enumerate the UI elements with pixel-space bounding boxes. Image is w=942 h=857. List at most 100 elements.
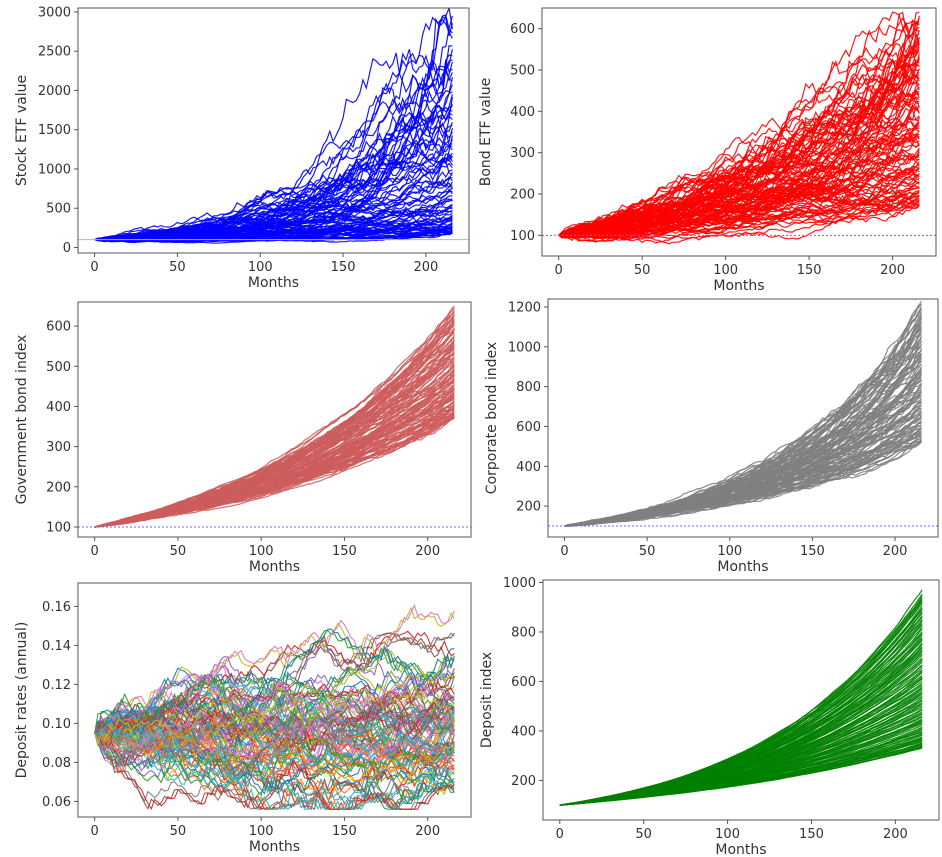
stock-etf-xlabel: Months — [248, 275, 299, 291]
stock-etf-xtick-label: 150 — [331, 260, 356, 275]
bond-etf-ylabel: Bond ETF value — [478, 78, 494, 187]
deposit-rates-path — [94, 696, 455, 777]
government-bond-ylabel: Government bond index — [14, 335, 30, 505]
stock-etf-xtick-label: 100 — [248, 260, 273, 275]
government-bond-path — [94, 305, 455, 528]
corporate-bond-xtick-label: 100 — [717, 544, 742, 559]
stock-etf-ytick-label: 1500 — [38, 123, 71, 138]
deposit-rates-path — [94, 665, 455, 736]
government-bond-ytick-label: 400 — [46, 400, 71, 415]
bond-etf-path — [558, 30, 920, 236]
bond-etf-path — [558, 15, 920, 236]
stock-etf-xtick-label: 200 — [414, 260, 439, 275]
deposit-index-subplot: 0 50 100 150 200 200 400 600 800 1000 Months Deposi… — [479, 576, 940, 857]
bond-etf-ytick-label: 100 — [510, 229, 535, 244]
corporate-bond-xtick-label: 150 — [800, 544, 825, 559]
government-bond-subplot: 0 50 100 150 200 100 200 300 400 500 600 Months Gove… — [14, 301, 472, 575]
bond-etf-path — [558, 33, 920, 237]
deposit-index-xtick-label: 100 — [715, 827, 740, 842]
deposit-rates-path — [94, 683, 455, 734]
government-bond-xlabel: Months — [249, 559, 300, 575]
deposit-rates-path — [94, 677, 455, 734]
deposit-rates-path — [94, 705, 455, 791]
deposit-rates-ytick-label: 0.14 — [42, 639, 71, 654]
bond-etf-path — [558, 59, 920, 238]
government-bond-path — [94, 309, 455, 528]
bond-etf-xtick-label: 50 — [634, 263, 651, 278]
deposit-rates-series-group — [94, 604, 455, 811]
stock-etf-ytick-label: 2500 — [38, 45, 71, 60]
deposit-index-ytick-label: 400 — [511, 724, 536, 739]
stock-etf-ytick-label: 2000 — [38, 84, 71, 99]
deposit-index-xtick-label: 200 — [883, 827, 908, 842]
stock-etf-xtick-label: 50 — [169, 260, 186, 275]
stock-etf-path — [94, 14, 453, 241]
bond-etf-ytick-label: 300 — [510, 146, 535, 161]
government-bond-ytick-label: 600 — [46, 320, 71, 335]
corporate-bond-subplot: 0 50 100 150 200 200 400 600 800 1000 1200 Months Co… — [484, 298, 939, 575]
bond-etf-path — [558, 11, 920, 242]
deposit-index-axes-frame — [542, 579, 940, 821]
government-bond-series-group — [94, 305, 455, 528]
government-bond-path — [94, 311, 455, 528]
stock-etf-ytick-label: 1000 — [38, 162, 71, 177]
deposit-rates-path — [94, 658, 455, 753]
bond-etf-xlabel: Months — [713, 278, 764, 294]
bond-etf-path — [558, 63, 920, 238]
stock-etf-path — [94, 45, 453, 241]
deposit-rates-path — [94, 732, 455, 810]
government-bond-xtick-label: 50 — [170, 544, 187, 559]
corporate-bond-ylabel: Corporate bond index — [484, 342, 500, 494]
bond-etf-xtick-label: 100 — [713, 263, 738, 278]
deposit-rates-ylabel: Deposit rates (annual) — [14, 622, 30, 779]
stock-etf-path — [94, 49, 453, 241]
deposit-index-xlabel: Months — [715, 842, 766, 857]
bond-etf-xtick-label: 0 — [555, 263, 563, 278]
corporate-bond-xlabel: Months — [717, 559, 768, 575]
deposit-rates-ytick-label: 0.10 — [42, 717, 71, 732]
bond-etf-ytick-label: 400 — [510, 105, 535, 120]
bond-etf-path — [558, 42, 920, 236]
stock-etf-axes-frame — [77, 7, 470, 254]
government-bond-ytick-label: 200 — [46, 480, 71, 495]
bond-etf-subplot: 0 50 100 150 200 100 200 300 400 500 600 Months Bond… — [478, 7, 937, 294]
deposit-rates-xtick-label: 150 — [332, 824, 357, 839]
deposit-rates-path — [94, 690, 455, 753]
stock-etf-path — [94, 15, 453, 241]
deposit-index-series-group — [559, 589, 923, 806]
government-bond-path — [94, 315, 455, 528]
government-bond-ytick-label: 500 — [46, 360, 71, 375]
stock-etf-path — [94, 18, 453, 241]
deposit-rates-path — [94, 732, 455, 811]
bond-etf-ytick-label: 500 — [510, 64, 535, 79]
bond-etf-xtick-label: 150 — [797, 263, 822, 278]
bond-etf-path — [558, 166, 920, 238]
deposit-rates-xtick-label: 200 — [415, 824, 440, 839]
government-bond-xtick-label: 150 — [332, 544, 357, 559]
stock-etf-subplot: 0 50 100 150 200050010001500200025003000Mont… — [14, 5, 470, 291]
deposit-rates-path — [94, 732, 455, 800]
bond-etf-path — [558, 17, 920, 236]
corporate-bond-ytick-label: 600 — [516, 420, 541, 435]
stock-etf-path — [94, 16, 453, 241]
deposit-rates-xlabel: Months — [249, 839, 300, 855]
bond-etf-ytick-label: 200 — [510, 188, 535, 203]
government-bond-xtick-label: 0 — [91, 544, 99, 559]
government-bond-ytick-label: 100 — [46, 520, 71, 535]
deposit-rates-axes-frame — [77, 582, 472, 818]
corporate-bond-ytick-label: 400 — [516, 460, 541, 475]
deposit-rates-path — [94, 722, 455, 810]
corporate-bond-ytick-label: 200 — [516, 500, 541, 515]
stock-etf-ylabel: Stock ETF value — [14, 75, 30, 186]
stock-etf-xtick-label: 0 — [90, 260, 98, 275]
deposit-index-xtick-label: 50 — [635, 827, 652, 842]
bond-etf-ytick-label: 600 — [510, 22, 535, 37]
deposit-index-ytick-label: 1000 — [503, 576, 536, 591]
corporate-bond-xtick-label: 200 — [883, 544, 908, 559]
corporate-bond-ytick-label: 800 — [516, 380, 541, 395]
bond-etf-xtick-label: 200 — [880, 263, 905, 278]
stock-etf-ytick-label: 0 — [63, 241, 71, 256]
bond-etf-axes-frame — [541, 7, 937, 257]
bond-etf-path — [558, 20, 920, 237]
